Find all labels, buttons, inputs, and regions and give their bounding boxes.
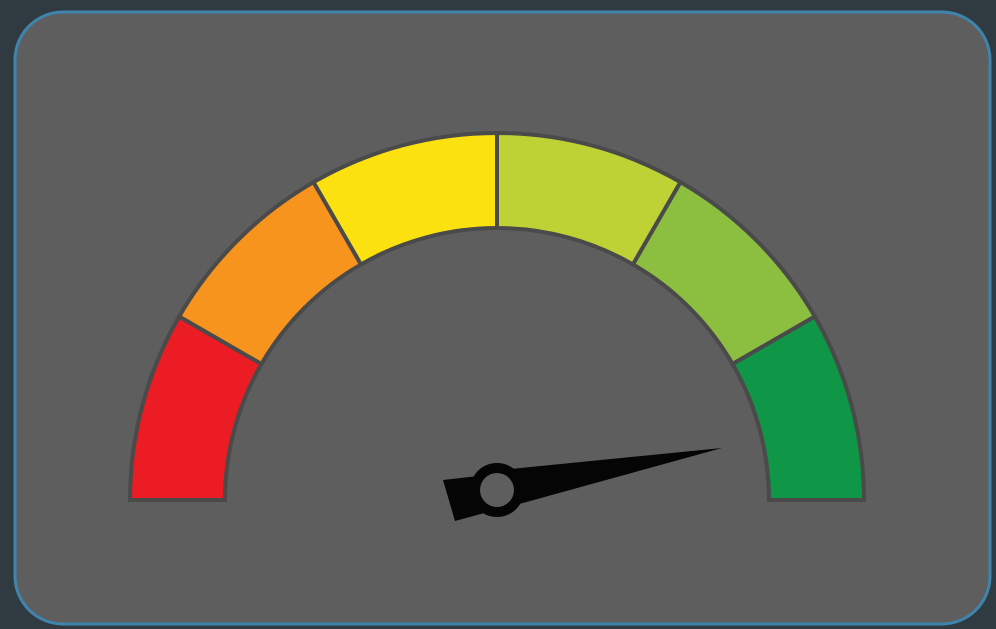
needle-hub-center (480, 473, 514, 507)
gauge-arc (127, 130, 867, 502)
gauge-segment (729, 313, 867, 502)
needle (443, 448, 722, 521)
needle-blade (500, 448, 722, 508)
panel (13, 10, 992, 626)
